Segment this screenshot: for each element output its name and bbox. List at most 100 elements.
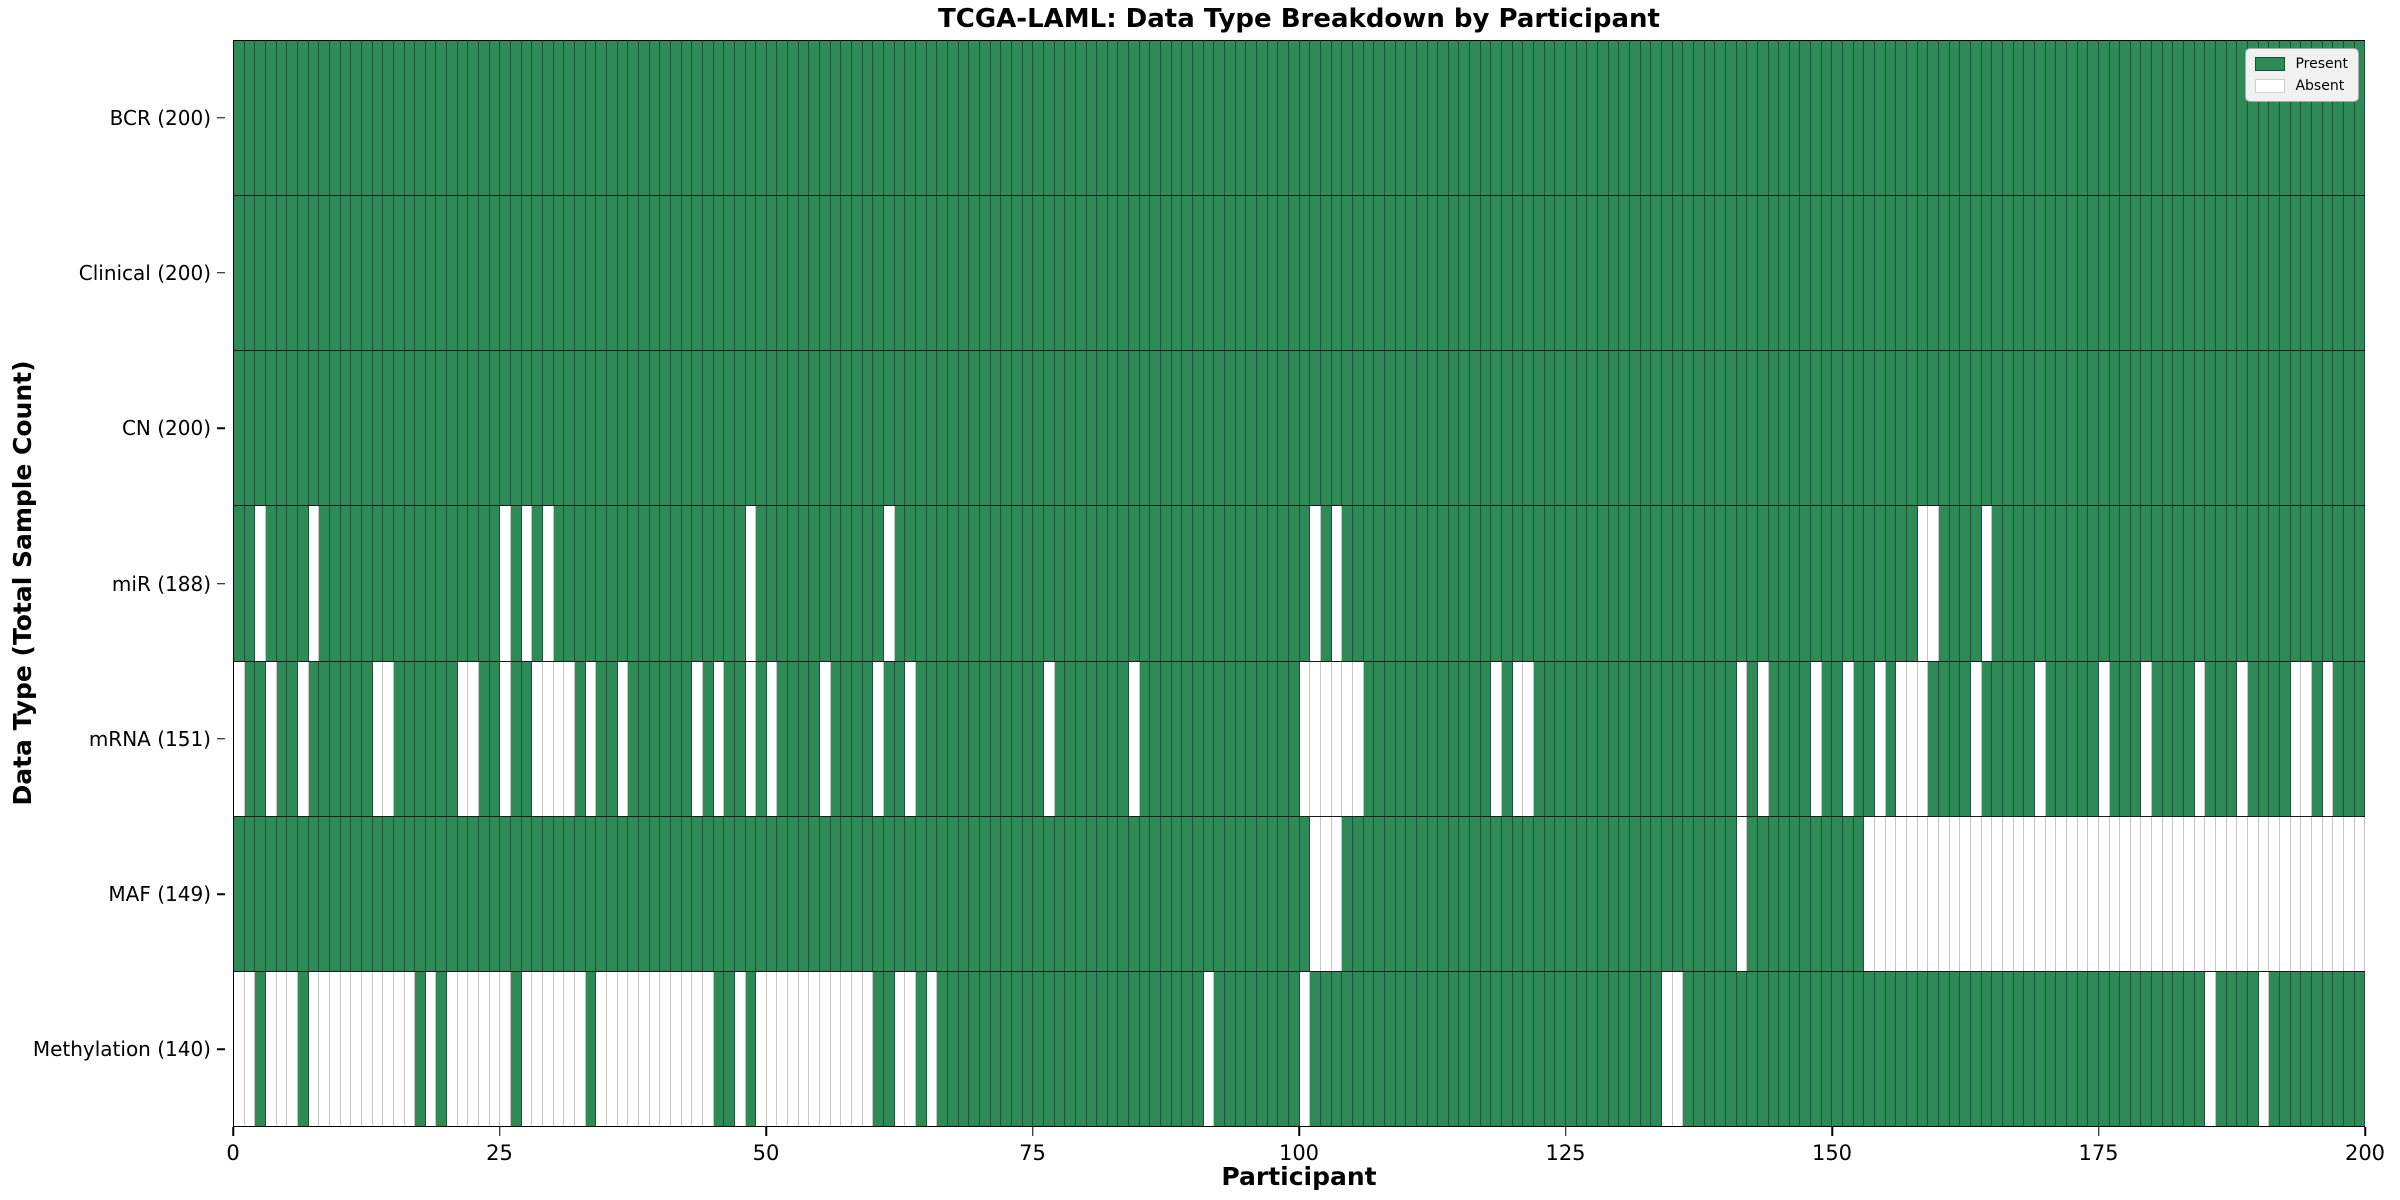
heatmap-cell xyxy=(596,971,607,1126)
heatmap-cell xyxy=(1534,661,1545,816)
heatmap-cell xyxy=(340,41,352,196)
heatmap-cell xyxy=(1981,196,1993,351)
heatmap-cell xyxy=(2109,971,2121,1126)
heatmap-cell xyxy=(692,41,703,196)
heatmap-cell xyxy=(947,661,959,816)
heatmap-cell xyxy=(1502,661,1513,816)
heatmap-cell xyxy=(553,816,565,971)
heatmap-cell xyxy=(1086,816,1098,971)
heatmap-cell xyxy=(287,661,298,816)
heatmap-cell xyxy=(852,196,863,351)
heatmap-cell xyxy=(1139,41,1151,196)
heatmap-cell xyxy=(660,196,671,351)
heatmap-cell xyxy=(457,506,469,661)
heatmap-cell xyxy=(329,41,341,196)
heatmap-cell xyxy=(1320,196,1332,351)
heatmap-cell xyxy=(532,971,544,1126)
x-tick-label-50: 50 xyxy=(752,1141,780,1165)
heatmap-cell xyxy=(638,506,650,661)
heatmap-cell xyxy=(1566,351,1577,506)
heatmap-cell xyxy=(1523,196,1535,351)
heatmap-cell xyxy=(2034,196,2046,351)
heatmap-cell xyxy=(543,41,554,196)
heatmap-cell xyxy=(1661,971,1673,1126)
heatmap-cell xyxy=(606,506,618,661)
heatmap-cell xyxy=(1182,506,1194,661)
heatmap-cell xyxy=(1757,661,1769,816)
heatmap-cell xyxy=(852,351,863,506)
heatmap-cell xyxy=(596,196,607,351)
heatmap-cell xyxy=(340,661,352,816)
heatmap-cell xyxy=(1086,41,1098,196)
heatmap-cell xyxy=(415,41,426,196)
heatmap-cell xyxy=(979,351,991,506)
heatmap-cell xyxy=(1640,196,1652,351)
heatmap-cell xyxy=(1715,506,1726,661)
heatmap-cell xyxy=(447,971,458,1126)
heatmap-cell xyxy=(979,816,991,971)
heatmap-cell xyxy=(777,506,789,661)
heatmap-cell xyxy=(670,196,682,351)
heatmap-cell xyxy=(1832,971,1844,1126)
x-tick-mark xyxy=(1031,1127,1034,1136)
legend-swatch-present xyxy=(2255,57,2286,71)
heatmap-cell xyxy=(1438,971,1449,1126)
heatmap-cell xyxy=(2173,661,2185,816)
heatmap-cell xyxy=(2098,661,2110,816)
heatmap-cell xyxy=(734,351,746,506)
heatmap-cell xyxy=(1033,506,1044,661)
heatmap-cell xyxy=(1288,816,1300,971)
heatmap-cell xyxy=(1789,351,1801,506)
heatmap-cell xyxy=(1214,816,1226,971)
heatmap-cell xyxy=(1768,661,1780,816)
heatmap-cell xyxy=(265,351,277,506)
heatmap-cell xyxy=(1608,196,1620,351)
heatmap-cell xyxy=(756,196,767,351)
heatmap-cell xyxy=(1811,816,1822,971)
heatmap-cell xyxy=(1981,816,1993,971)
heatmap-cell xyxy=(2248,196,2259,351)
heatmap-cell xyxy=(2248,41,2259,196)
heatmap-cell xyxy=(766,661,778,816)
heatmap-cell xyxy=(319,661,330,816)
y-tick-mark xyxy=(217,893,225,895)
heatmap-cell xyxy=(1619,816,1630,971)
heatmap-cell xyxy=(1789,41,1801,196)
heatmap-cell xyxy=(1747,971,1758,1126)
heatmap-cell xyxy=(1736,41,1748,196)
heatmap-cell xyxy=(1704,506,1716,661)
heatmap-cell xyxy=(894,196,906,351)
heatmap-cell xyxy=(1267,971,1279,1126)
heatmap-cell xyxy=(1150,196,1162,351)
heatmap-cell xyxy=(809,506,821,661)
heatmap-cell xyxy=(1331,351,1343,506)
heatmap-cell xyxy=(425,816,437,971)
heatmap-cell xyxy=(1970,506,1982,661)
heatmap-cell xyxy=(745,351,757,506)
heatmap-cell xyxy=(1097,41,1108,196)
heatmap-cell xyxy=(2002,351,2014,506)
heatmap-cell xyxy=(1757,506,1769,661)
heatmap-cell xyxy=(926,971,938,1126)
heatmap-cell xyxy=(2045,506,2057,661)
heatmap-cell xyxy=(670,351,682,506)
heatmap-cell xyxy=(2322,506,2334,661)
heatmap-cell xyxy=(1821,506,1833,661)
heatmap-cell xyxy=(585,971,597,1126)
legend-item-absent: Absent xyxy=(2255,78,2348,94)
heatmap-cell xyxy=(2162,196,2174,351)
heatmap-cell xyxy=(1960,661,1971,816)
heatmap-cell xyxy=(1182,661,1194,816)
heatmap-cell xyxy=(1310,196,1321,351)
heatmap-cell xyxy=(2322,196,2334,351)
heatmap-cell xyxy=(1736,971,1748,1126)
heatmap-cell xyxy=(905,41,916,196)
heatmap-cell xyxy=(1065,196,1076,351)
heatmap-cell xyxy=(234,816,245,971)
heatmap-cell xyxy=(457,661,469,816)
heatmap-cell xyxy=(1011,41,1023,196)
heatmap-cell xyxy=(1928,506,1939,661)
heatmap-cell xyxy=(2013,816,2025,971)
heatmap-cell xyxy=(1342,971,1353,1126)
heatmap-cell xyxy=(1789,816,1801,971)
